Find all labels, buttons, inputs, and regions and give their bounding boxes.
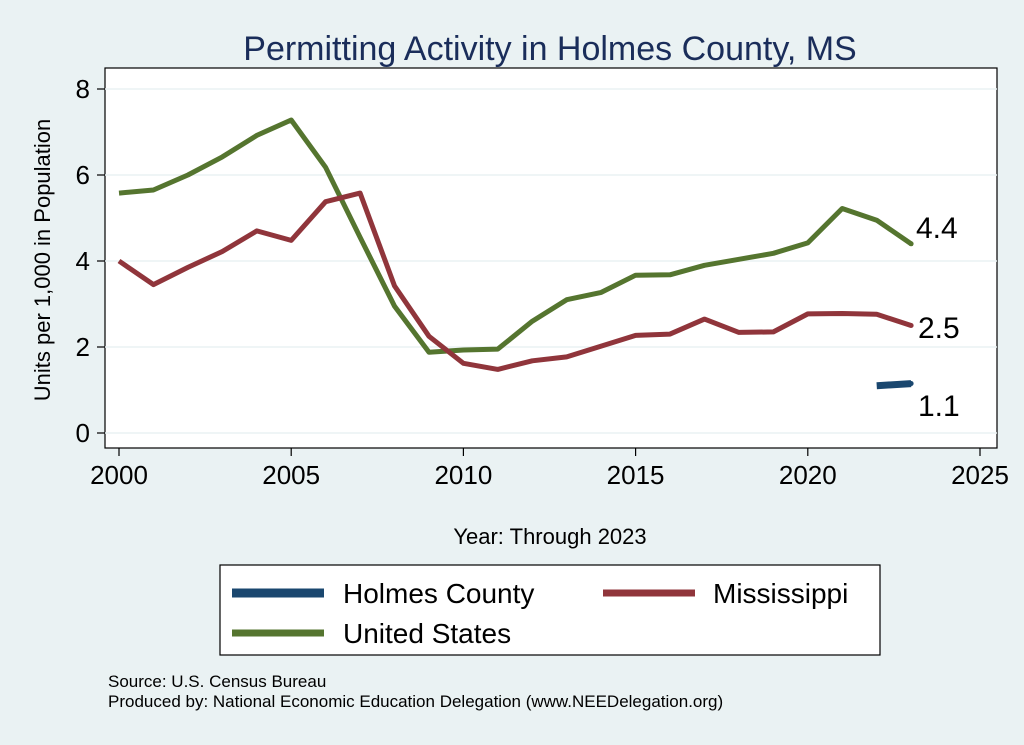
x-tick-label: 2020 [779,460,837,490]
chart-title: Permitting Activity in Holmes County, MS [243,30,856,68]
end-label-1: 2.5 [918,312,960,345]
y-tick-label: 8 [76,74,90,104]
legend-label: Mississippi [713,578,848,609]
x-axis-label: Year: Through 2023 [453,524,646,549]
y-tick-label: 6 [76,160,90,190]
end-label-0: 1.1 [918,390,960,423]
series-end-point [908,241,914,247]
produced-by-note: Produced by: National Economic Education… [108,692,724,711]
series-end-point [908,323,914,328]
legend-entries: Holmes County Mississippi United States [232,578,848,649]
legend-label: United States [343,618,511,649]
x-tick-label: 2015 [607,460,665,490]
end-labels: 4.4 2.5 1.1 [916,212,960,423]
y-tick-label: 0 [76,418,90,448]
legend-label: Holmes County [343,578,534,609]
series-end-point [908,381,914,387]
x-tick-label: 2025 [951,460,1009,490]
end-label-2: 4.4 [916,212,958,245]
series-line-0 [876,380,912,390]
source-note: Source: U.S. Census Bureau [108,672,327,691]
series-line-1 [117,190,912,372]
x-tick-label: 2010 [434,460,492,490]
y-axis: 0 2 4 6 8 [76,74,105,448]
y-axis-label: Units per 1,000 in Population [30,119,55,402]
legend [219,564,881,656]
x-tick-label: 2005 [262,460,320,490]
series-lines [117,117,914,390]
grid [105,88,997,434]
x-tick-label: 2000 [90,460,148,490]
series-line-2 [118,117,913,355]
y-tick-label: 4 [76,246,90,276]
x-axis: 2000 2005 2010 2015 2020 2025 [90,448,1009,490]
y-tick-label: 2 [76,332,90,362]
plot-area [104,67,998,449]
